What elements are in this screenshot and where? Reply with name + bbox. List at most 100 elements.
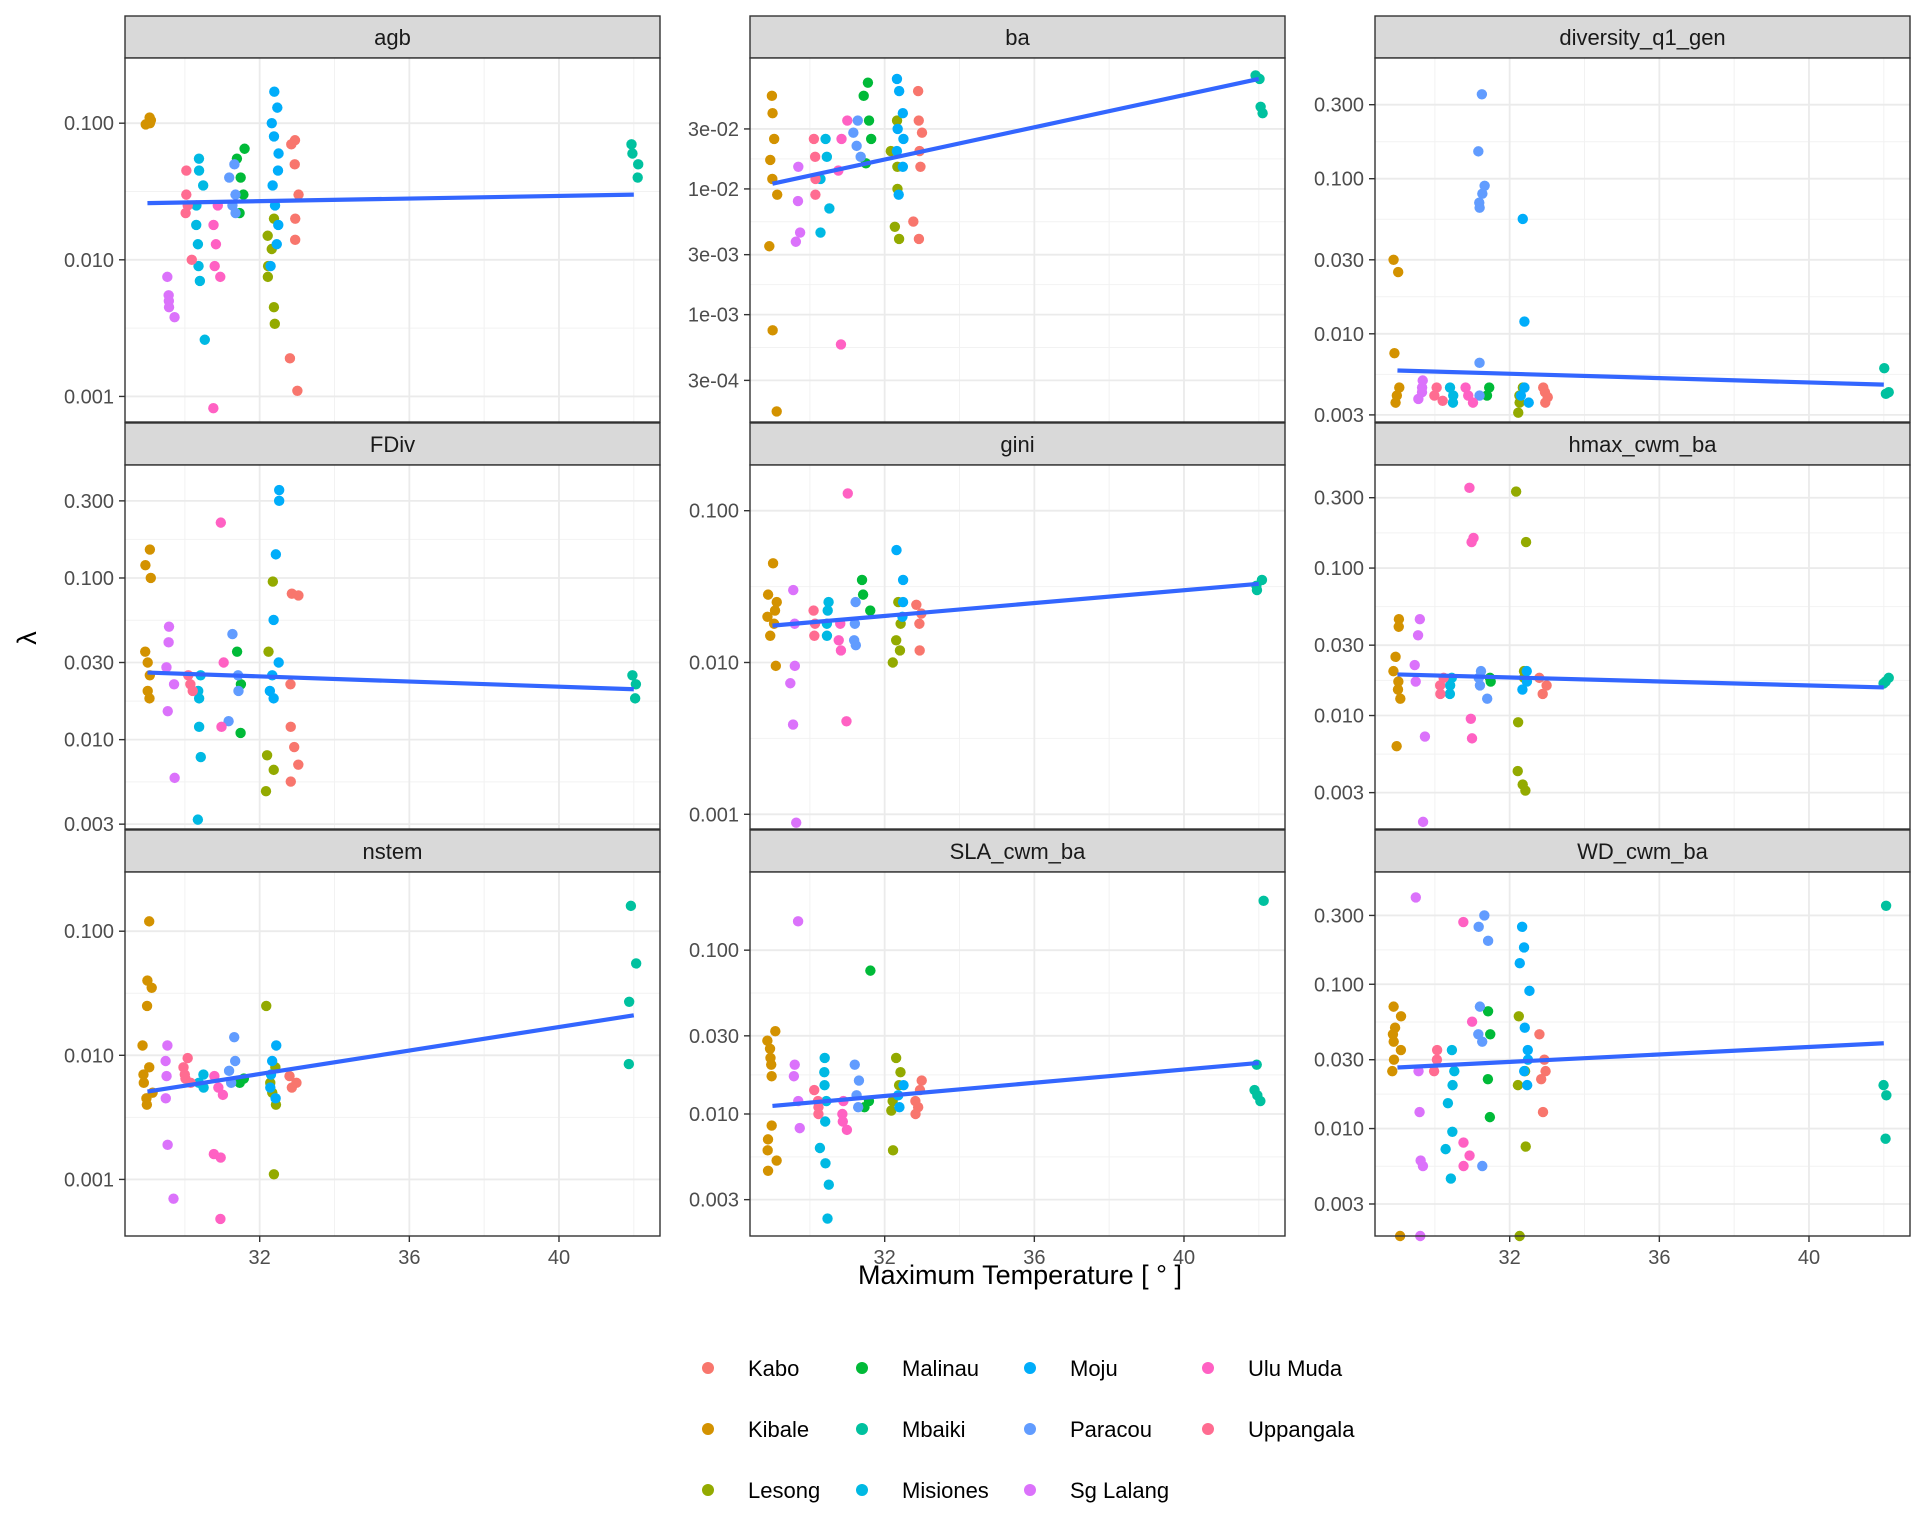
data-point-sg-lalang <box>1409 659 1420 671</box>
data-point-kibale <box>1392 266 1404 278</box>
data-point-ulu-muda <box>217 1089 229 1101</box>
legend-swatch <box>702 1423 714 1435</box>
data-point-kabo <box>1537 1106 1549 1118</box>
data-point-sg-lalang <box>788 584 799 596</box>
data-point-paracou <box>1482 935 1494 947</box>
facet-strip-label: SLA_cwm_ba <box>950 839 1087 864</box>
data-point-malinau <box>865 965 876 976</box>
data-point-moju <box>1519 1022 1530 1033</box>
data-point-uppangala <box>181 165 192 176</box>
data-point-lesong <box>268 301 280 313</box>
legend-label: Kabo <box>748 1356 799 1381</box>
y-tick-label: 0.010 <box>1314 324 1364 346</box>
legend-item-kabo: Kabo <box>702 1356 799 1381</box>
data-point-mbaiki <box>1881 1090 1892 1101</box>
data-point-kibale <box>767 325 778 336</box>
legend-swatch <box>702 1362 714 1374</box>
legend-label: Uppangala <box>1248 1417 1355 1442</box>
data-point-mbaiki <box>623 996 635 1007</box>
x-tick-label: 36 <box>1023 1247 1045 1269</box>
data-point-mbaiki <box>629 693 641 704</box>
data-point-uppangala <box>808 605 819 616</box>
data-point-kibale <box>1395 693 1406 704</box>
data-point-sg-lalang <box>1410 676 1421 687</box>
x-axis-title: Maximum Temperature [ ° ] <box>858 1260 1182 1290</box>
data-point-kabo <box>915 161 926 172</box>
y-tick-label: 1e-03 <box>688 305 739 327</box>
legend-label: Paracou <box>1070 1417 1152 1442</box>
data-point-moju <box>265 1082 276 1093</box>
facet-WD_cwm_ba: WD_cwm_ba 0.003 0.010 0.030 0.100 0.300 32 36 40 <box>1314 829 1911 1269</box>
y-tick-label: 0.100 <box>1314 974 1364 996</box>
data-point-kibale <box>144 1062 155 1073</box>
legend-swatch <box>1024 1484 1036 1496</box>
data-point-malinau <box>1484 1111 1496 1123</box>
data-point-moju <box>1519 316 1530 327</box>
data-point-ulu-muda <box>1466 1016 1478 1027</box>
data-point-kabo <box>293 590 304 601</box>
data-point-misiones <box>819 1079 830 1091</box>
data-point-kibale <box>767 108 778 119</box>
data-point-kibale <box>762 1165 774 1177</box>
y-tick-label: 1e-02 <box>688 179 739 201</box>
y-tick-label: 3e-02 <box>688 119 739 141</box>
data-point-ulu-muda <box>841 1124 853 1136</box>
data-point-ulu-muda <box>215 271 226 283</box>
data-point-lesong <box>1513 1011 1524 1022</box>
y-tick-label: 0.010 <box>1314 706 1364 728</box>
data-point-kabo <box>285 679 296 690</box>
data-point-paracou <box>851 140 862 152</box>
legend-item-moju: Moju <box>1024 1356 1118 1381</box>
data-point-paracou <box>1477 188 1488 199</box>
data-point-uppangala <box>181 189 192 200</box>
data-point-misiones <box>814 1142 826 1154</box>
data-point-sg-lalang <box>161 1070 172 1082</box>
data-point-uppangala <box>1437 395 1448 406</box>
data-point-kibale <box>764 1043 776 1054</box>
data-point-kabo <box>1540 1065 1551 1077</box>
data-point-mbaiki <box>630 679 642 690</box>
facet-strip-label: agb <box>374 25 411 50</box>
data-point-misiones <box>822 605 833 616</box>
data-point-kibale <box>771 1155 782 1166</box>
data-point-kabo <box>285 721 296 733</box>
y-tick-label: 0.300 <box>64 491 114 513</box>
data-point-malinau <box>234 1077 245 1089</box>
data-point-mbaiki <box>630 958 642 969</box>
data-point-paracou <box>224 172 235 183</box>
data-point-misiones <box>192 814 204 825</box>
trend-line <box>147 670 634 692</box>
data-point-malinau <box>1482 1073 1494 1085</box>
data-point-sg-lalang <box>162 1040 173 1051</box>
data-point-sg-lalang <box>160 1055 171 1067</box>
data-point-sg-lalang <box>162 271 173 283</box>
data-point-sg-lalang <box>792 916 804 927</box>
y-tick-label: 0.100 <box>1314 558 1364 580</box>
data-point-mbaiki <box>1255 1095 1266 1107</box>
data-point-paracou <box>1477 1160 1488 1172</box>
facet-strip <box>1374 829 1911 873</box>
data-point-uppangala <box>813 1108 824 1120</box>
y-tick-label: 0.030 <box>1314 1050 1364 1072</box>
data-point-lesong <box>1512 765 1523 777</box>
data-point-kibale <box>1389 347 1400 359</box>
data-point-moju <box>1522 1044 1533 1056</box>
data-point-ulu-muda <box>215 517 227 528</box>
data-point-lesong <box>261 1000 272 1012</box>
data-point-mbaiki <box>1258 895 1269 907</box>
data-point-uppangala <box>1431 1054 1443 1065</box>
data-point-misiones <box>191 219 202 231</box>
y-tick-label: 0.100 <box>64 113 114 135</box>
data-point-paracou <box>1473 921 1484 933</box>
data-point-kabo <box>911 599 922 610</box>
data-point-mbaiki <box>623 1058 635 1070</box>
data-point-kabo <box>914 618 925 629</box>
data-point-kibale <box>1388 1054 1400 1065</box>
data-point-malinau <box>1484 382 1495 393</box>
data-point-malinau <box>1485 1029 1496 1040</box>
data-point-ulu-muda <box>837 1108 848 1120</box>
data-point-sg-lalang <box>789 1059 800 1070</box>
data-point-kabo <box>293 759 304 770</box>
data-point-kabo <box>290 213 301 224</box>
data-point-kabo <box>913 115 924 126</box>
